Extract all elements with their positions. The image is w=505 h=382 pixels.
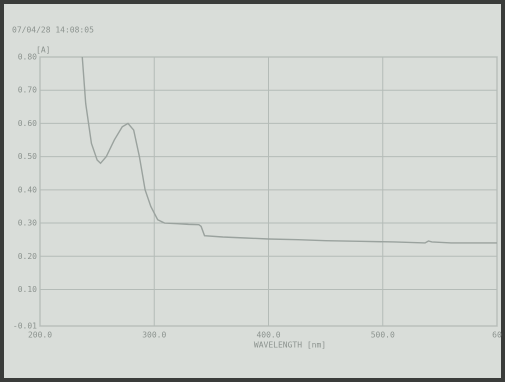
- y-tick-label: 0.80: [18, 53, 37, 62]
- timestamp: 07/04/28 14:08:05: [12, 26, 94, 35]
- x-tick-label: 400.0: [256, 331, 280, 340]
- y-tick-label: 0.30: [18, 219, 37, 228]
- y-tick-label: -0.01: [13, 322, 37, 331]
- x-tick-label: 300.0: [142, 331, 166, 340]
- y-unit: [A]: [36, 46, 50, 55]
- y-tick-label: 0.20: [18, 252, 37, 261]
- paper: [4, 4, 501, 378]
- y-tick-label: 0.10: [18, 285, 37, 294]
- y-tick-label: 0.70: [18, 86, 37, 95]
- x-tick-label: 200.0: [28, 331, 52, 340]
- x-axis-label: WAVELENGTH [nm]: [254, 341, 326, 350]
- y-tick-label: 0.60: [18, 119, 37, 128]
- x-tick-label: 60: [492, 331, 502, 340]
- chart: 07/04/28 14:08:05 [A] WAVELENGTH [nm] -0…: [0, 0, 505, 382]
- y-tick-label: 0.40: [18, 185, 37, 194]
- x-tick-label: 500.0: [371, 331, 395, 340]
- y-tick-label: 0.50: [18, 152, 37, 161]
